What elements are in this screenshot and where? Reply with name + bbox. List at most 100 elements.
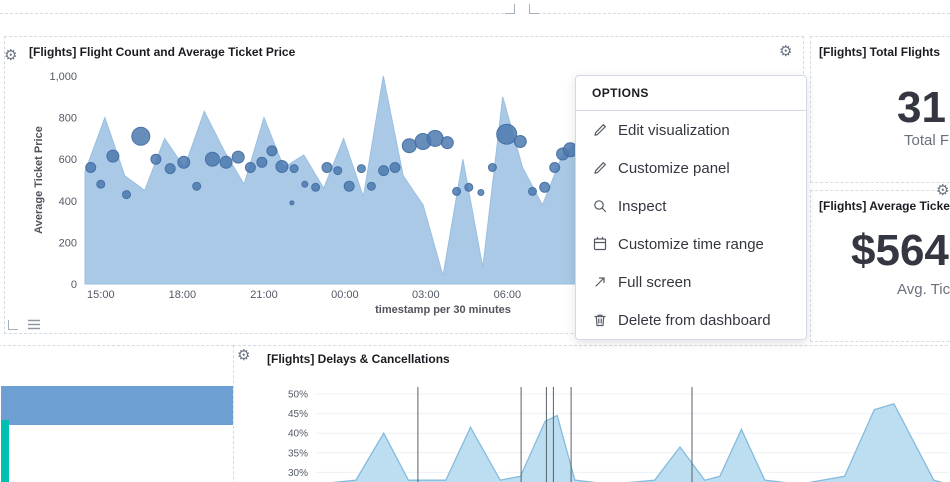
price-bubble: [192, 181, 202, 191]
resize-corner-mark: [529, 4, 539, 14]
total-flights-caption: Total Fli: [904, 132, 950, 149]
y-tick-label: 200: [59, 237, 77, 249]
price-bubble: [177, 155, 191, 169]
price-bubble: [301, 180, 309, 188]
y-tick-label: 0: [71, 279, 77, 291]
x-tick-label: 18:00: [169, 289, 197, 301]
total-flights-metric: 31: [897, 83, 946, 132]
price-bubble: [289, 200, 295, 206]
price-bubble: [378, 165, 390, 177]
delays-line: [331, 403, 944, 482]
price-bubble: [539, 181, 551, 193]
y-tick-label: 400: [59, 196, 77, 208]
menu-item-delete-from-dashboard[interactable]: Delete from dashboard: [576, 301, 806, 339]
y-tick-label: 35%: [288, 448, 308, 459]
price-bubble: [333, 166, 343, 176]
calendar-icon: [593, 236, 607, 251]
y-tick-label: 40%: [288, 429, 308, 440]
price-bubble: [401, 138, 417, 154]
resize-corner-mark: [8, 320, 18, 330]
menu-item-label: Customize panel: [618, 159, 730, 177]
menu-item-label: Customize time range: [618, 235, 764, 253]
y-tick-label: 45%: [288, 409, 308, 420]
price-bubble: [452, 186, 462, 196]
options-menu: OPTIONS Edit visualization Customize pan…: [575, 75, 807, 340]
menu-item-full-screen[interactable]: Full screen: [576, 263, 806, 301]
y-tick-label: 30%: [288, 468, 308, 479]
price-bubble: [343, 180, 355, 192]
options-menu-title: OPTIONS: [576, 76, 806, 111]
price-bubble: [528, 186, 537, 196]
price-bubble: [464, 182, 474, 192]
price-bubble: [204, 151, 220, 167]
price-bubble: [231, 150, 245, 164]
price-bubble: [164, 163, 176, 175]
gear-icon[interactable]: ⚙: [4, 47, 18, 64]
menu-item-inspect[interactable]: Inspect: [576, 187, 806, 225]
price-bubble: [131, 126, 151, 146]
menu-item-customize-time-range[interactable]: Customize time range: [576, 225, 806, 263]
price-bubble: [106, 149, 120, 163]
resize-corner-mark: [505, 4, 515, 14]
panel-delays-cancellations: [Flights] Delays & Cancellations 50% 45% 4…: [233, 345, 950, 482]
menu-item-label: Delete from dashboard: [618, 311, 771, 329]
panel-edge-top-right: [538, 13, 950, 14]
price-bubble: [389, 162, 401, 173]
gear-icon[interactable]: ⚙: [237, 347, 251, 364]
price-bubble: [477, 189, 485, 196]
bar-primary: [1, 386, 234, 425]
panel-title[interactable]: [Flights] Flight Count and Average Ticke…: [29, 45, 296, 59]
price-bubble: [440, 136, 454, 150]
panel-title[interactable]: [Flights] Average Ticket Pr: [819, 199, 950, 213]
price-bubble: [275, 160, 289, 173]
menu-item-label: Full screen: [618, 273, 692, 291]
fullscreen-icon: [595, 277, 605, 287]
price-bubble: [321, 162, 333, 173]
price-bubble: [150, 153, 162, 165]
x-tick-label: 21:00: [250, 289, 278, 301]
x-tick-label: 06:00: [494, 289, 522, 301]
price-bubble: [289, 164, 299, 174]
panel-options-gear-icon[interactable]: ⚙: [779, 43, 793, 60]
gear-icon[interactable]: ⚙: [936, 182, 950, 199]
x-tick-label: 00:00: [331, 289, 359, 301]
pencil-icon: [594, 162, 606, 174]
inspect-icon: [594, 200, 607, 213]
pencil-icon: [594, 124, 606, 136]
menu-item-label: Inspect: [618, 197, 667, 215]
delays-area-series: [337, 403, 941, 482]
delays-chart: 50% 45% 40% 35% 30%: [288, 387, 949, 482]
panel-bottom-left-bars: [0, 345, 234, 482]
panel-avg-ticket-price: [Flights] Average Ticket Pr $564 Avg. Ti…: [810, 190, 950, 342]
avg-ticket-metric: $564: [851, 226, 949, 275]
price-bubble: [96, 179, 106, 189]
legend-toggle-list-icon[interactable]: [27, 318, 41, 331]
menu-item-edit-visualization[interactable]: Edit visualization: [576, 111, 806, 149]
price-bubble: [496, 123, 518, 145]
x-tick-label: 15:00: [87, 289, 115, 301]
x-axis-title: timestamp per 30 minutes: [375, 304, 511, 316]
panel-title[interactable]: [Flights] Delays & Cancellations: [267, 352, 450, 366]
price-bubble: [244, 162, 256, 173]
menu-item-customize-panel[interactable]: Customize panel: [576, 149, 806, 187]
panel-title[interactable]: [Flights] Total Flights: [819, 45, 941, 59]
panel-edge-top-left: [0, 13, 514, 14]
y-tick-label: 600: [59, 154, 77, 166]
price-bubble: [311, 182, 321, 192]
price-bubble: [549, 162, 561, 173]
panel-total-flights: [Flights] Total Flights 31 Total Fli: [810, 36, 950, 183]
y-tick-label: 50%: [288, 390, 308, 401]
price-bubble: [219, 155, 233, 169]
avg-ticket-caption: Avg. Ticke: [897, 281, 950, 298]
price-bubble: [256, 156, 268, 168]
y-tick-label: 800: [59, 113, 77, 125]
price-bubble: [122, 190, 131, 200]
x-tick-label: 03:00: [412, 289, 440, 301]
y-tick-label: 1,000: [49, 71, 77, 83]
trash-icon: [594, 314, 606, 327]
bar-secondary: [1, 420, 9, 482]
menu-item-label: Edit visualization: [618, 121, 730, 139]
price-bubble: [356, 164, 366, 174]
price-bubble: [366, 181, 376, 191]
